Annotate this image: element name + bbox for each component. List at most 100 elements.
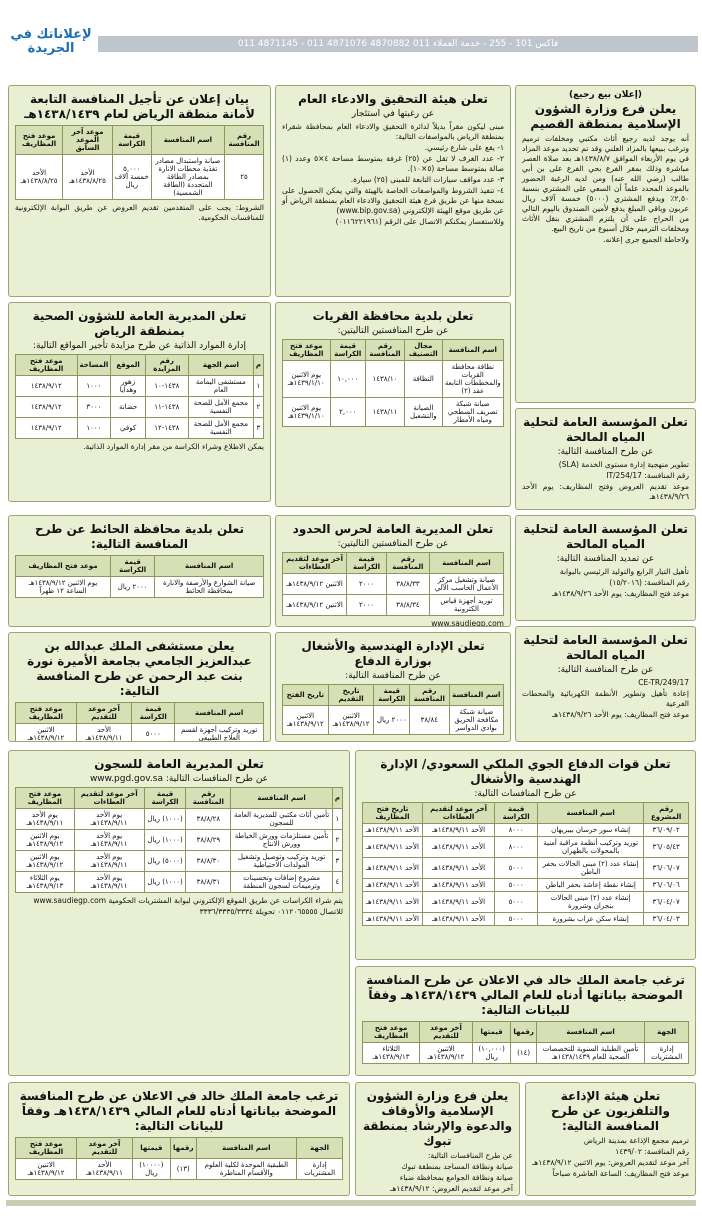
ad-paragraph: موعد فتح المظاريف: يوم الأحد ١٤٣٨/٩/٢٦هـ (551, 710, 689, 719)
table-cell: الاثنين ١٤٣٨/٩/١٢هـ (15, 723, 77, 741)
table-header-cell: م (252, 354, 265, 376)
table-header-cell: موعد فتح المظاريف (15, 787, 75, 809)
ad-title: تعلن بلدية محافظة الحائط عن طرح المنافسة… (35, 522, 244, 551)
table-cell: ٣٦/٠٥/٤٣ (643, 836, 689, 858)
ad-paragraph: موعد تقديم العروض وفتح المظاريف: يوم الأ… (522, 482, 689, 501)
table-cell: صيانة شبكة تصريف السطحي ومياه الأمطار (441, 397, 505, 427)
ad-paragraph: أنه يوجد لديه رجيع أثاث مكتبي ومخلفات تر… (522, 134, 690, 233)
ad-table: اسم المنافسة مجال التصنيف رقم المنافسة قيمة… (282, 339, 505, 427)
ad-title: تعلن الإدارة الهندسية والأشغال بوزارة ال… (301, 639, 485, 668)
table-cell: ٣ (331, 850, 344, 872)
ad-box: تعلن المؤسسة العامة لتحلية المياه المالح… (515, 408, 696, 510)
ad-title: تعلن بلدية محافظة القريات (312, 309, 474, 323)
ad-paragraph: آخر موعد لتقديم العروض: يوم الاثنين ١٤٣٨… (532, 1158, 689, 1167)
table-cell: إنشاء عدد (٢) مبنى الحالات بحفر الباطن (537, 857, 645, 879)
table-cell: ٣٨/٨/٣٠ (185, 850, 232, 872)
table-row: صيانة شبكة مكافحة الحريق بوادي الدواسر ٣٨… (282, 705, 505, 735)
ad-title: تعلن المؤسسة العامة لتحلية المياه المالح… (523, 415, 688, 444)
table-cell: (١٠,٠٠٠) ريال (471, 1042, 512, 1064)
ad-title: تعلن المؤسسة العامة لتحلية المياه المالح… (523, 633, 688, 662)
table-cell: الطبقية الموحدة لكلية العلوم والأقسام ال… (195, 1158, 298, 1180)
ad-box: تعلن هيئة التحقيق والادعاء العام عن رغبته… (275, 85, 511, 297)
ad-paragraph: ١- يقع على شارع رئيسي. (424, 143, 504, 152)
ad-title: تعلن هيئة الإذاعة والتلفزيون عن طرح المن… (550, 1089, 670, 1133)
table-cell: الأحد ١٤٣٨/٩/١١هـ (421, 878, 496, 892)
table-cell: يوم الثلاثاء ١٤٣٨/٩/١٣هـ (15, 871, 75, 893)
table-cell: ٣٨/٨/٢٨ (185, 808, 232, 830)
ad-paragraph: ٤- تنفيذ الشروط والمواصفات الخاصة بالهيئ… (282, 186, 504, 215)
table-cell: ٥٠٠٠ (131, 723, 176, 741)
ad-table: اسم المنافسة رقم المنافسة قيمة الكراسة آخر … (281, 552, 505, 616)
table-cell: يوم الاثنين ١٤٣٨/٩/١٢هـ الساعة ١٢ ظهراً (15, 576, 111, 598)
table-cell: مجمع الأمل للصحة النفسية (187, 417, 254, 439)
ad-table: رقم المشروع اسم المنافسة قيمة الكراسة آخر م… (362, 802, 689, 926)
table-header-row: اسم المنافسة قيمة الكراسة آخر موعد للتقديم… (15, 702, 264, 724)
ad-paragraph: الشروط: يجب على المتقدمين تقديم العروض ع… (15, 203, 264, 222)
ad-paragraph: إعادة تأهيل وتطوير الأنظمة الكهربائية وا… (522, 689, 689, 708)
table-cell: (١٤) (510, 1042, 537, 1064)
table-cell: إدارة المشتريات (296, 1158, 343, 1180)
table-cell: ٨٠٠٠ (494, 836, 539, 858)
table-row: ١ مستشفى اليمامة العام ١٤٣٨-١٠ زهور وهدايا ١… (15, 375, 265, 397)
table-header-row: اسم المنافسة رقم المنافسة قيمة الكراسة تاري… (282, 684, 505, 706)
ad-box: تعلن المديرية العامة لحرس الحدود عن طرح ا… (275, 515, 511, 627)
table-cell: توريد وتركيب أجهزة لقسم العلاج الطبيعي (174, 723, 264, 741)
table-cell: ١٤٣٨-١١ (144, 396, 189, 418)
table-header-cell: آخر موعد لتقديم العطاءات (73, 787, 145, 809)
ad-paragraph: رقم المنافسة: IT/254/17 (606, 471, 689, 480)
ad-title: تعلن قوات الدفاع الجوي الملكي السعودي/ ا… (380, 757, 671, 786)
ad-title: تعلن المؤسسة العامة لتحلية المياه المالح… (523, 522, 688, 551)
ad-box: (إعلان بيع رجيع) يعلن فرع وزارة الشؤون ال… (515, 85, 696, 403)
table-row: ٣ توريد وتركيب وتوصيل وتشغيل المولدات الا… (15, 850, 344, 872)
table-header-cell: آخر موعد لتقديم العطاءات (421, 802, 496, 824)
ad-table: م اسم الجهة رقم المزايدة الموقع المساحة موعد … (15, 354, 265, 439)
table-row: ٤ مشروع إضافات وتحسينات وترميمات لسجون ال… (15, 871, 344, 893)
table-row: ٢ مجمع الأمل للصحة النفسية ١٤٣٨-١١ حضانة ٣٠٠… (15, 396, 265, 418)
ad-paragraph: تأهيل التيار الرابع والتوليد الرئيسي بال… (559, 567, 689, 576)
ad-table: اسم المنافسة رقم المنافسة قيمة الكراسة تاري… (282, 684, 505, 735)
table-row: ٢ تأمين مستلزمات وورش الخياطة وورش الانتا… (15, 829, 344, 851)
table-row: ٣٦/٠٥/٤٣ توريد وتركيب أنظمة مراقبة أمنية … (362, 836, 689, 858)
table-cell: الأحد ١٤٣٨/٩/١١هـ (362, 891, 423, 913)
table-cell: توريد أجهزة قياس الكترونية (428, 594, 505, 616)
table-header-cell: قيمة الكراسة (143, 787, 187, 809)
ad-paragraph: عن طرح المنافسات التالية: (427, 1151, 513, 1160)
table-row: ٣ مجمع الأمل للصحة النفسية ١٤٣٨-١٢ كوفي ١٠٠٠… (15, 417, 265, 439)
ad-box: تعلن بلدية محافظة القريات عن طرح المنافست… (275, 302, 511, 507)
table-cell: إنشاء عدد (٢) مبنى الحالات بنجران وشرورة (537, 891, 645, 913)
table-cell: الاثنين ١٤٣٨/٩/١٢هـ (281, 594, 348, 616)
table-cell: ٣٦/٠٦/٠٧ (643, 857, 689, 879)
table-cell: حضانة (110, 396, 146, 418)
table-header-row: رقم المشروع اسم المنافسة قيمة الكراسة آخر م… (362, 802, 689, 824)
table-cell: ١٠٠٠ (76, 375, 112, 397)
table-row: توريد أجهزة قياس الكترونية ٣٨/٨/٣٤ ٢٠٠٠ الا… (281, 594, 505, 616)
table-header-row: الجهة اسم المنافسة رقمها قيمتها آخر موعد للت… (14, 1137, 343, 1159)
table-header-cell: آخر موعد لتقديم العطاءات (281, 552, 348, 574)
table-header-cell: تاريخ فتح المظاريف (362, 802, 423, 824)
table-header-cell: آخر موعد للتقديم (76, 1137, 133, 1159)
ad-paragraph: موعد فتح المظاريف: يوم الأحد ١٤٣٨/٩/٢٦هـ (551, 589, 689, 598)
table-header-cell: اسم المنافسة (448, 684, 505, 706)
table-cell: الأحد ١٤٣٨/٩/١١هـ (421, 836, 496, 858)
ad-paragraph: للاتصال ٠١١٢٠٦٥٥٥٥ تحويلة ٣٣٣٦/٣٣٣٥/٣٣٣٤ (199, 907, 343, 916)
table-cell: ٢٠٠٠ ريال (109, 576, 156, 598)
table-cell: ١٤٣٨/١١ (364, 397, 406, 427)
table-cell: ٢٠٠٠ ريال (373, 705, 411, 735)
table-header-cell: اسم المنافسة (174, 702, 264, 724)
table-cell: ١٤٣٨/٩/١٢ (15, 375, 78, 397)
table-cell: نظافة محافظة القريات والمخططات التابعة ع… (441, 360, 505, 398)
table-cell: ٢٥ (224, 154, 264, 200)
ad-table: م اسم المنافسة رقم المنافسة قيمة الكراسة آخر… (15, 787, 344, 893)
table-cell: ١٤٣٨/٩/١٢ (15, 396, 78, 418)
table-cell: صيانة واستبدال مصادر تغذية محطات الانارة… (150, 154, 226, 200)
table-cell: زهور وهدايا (110, 375, 146, 397)
table-cell: ٢ (331, 829, 344, 851)
table-header-cell: اسم الجهة (187, 354, 254, 376)
table-cell: (١٣) (169, 1158, 197, 1180)
table-row: ٢٥ صيانة واستبدال مصادر تغذية محطات الانا… (14, 154, 264, 200)
table-header-cell: قيمتها (131, 1137, 171, 1159)
table-header-cell: آخر موعد للتقديم (75, 702, 133, 724)
ad-title: يعلن مستشفى الملك عبدالله بن عبدالعزيز ا… (27, 639, 252, 698)
table-cell: ٥٠٠٠ (494, 891, 539, 913)
ad-table: الجهة اسم المنافسة رقمها قيمتها آخر موعد للت… (361, 1021, 689, 1064)
